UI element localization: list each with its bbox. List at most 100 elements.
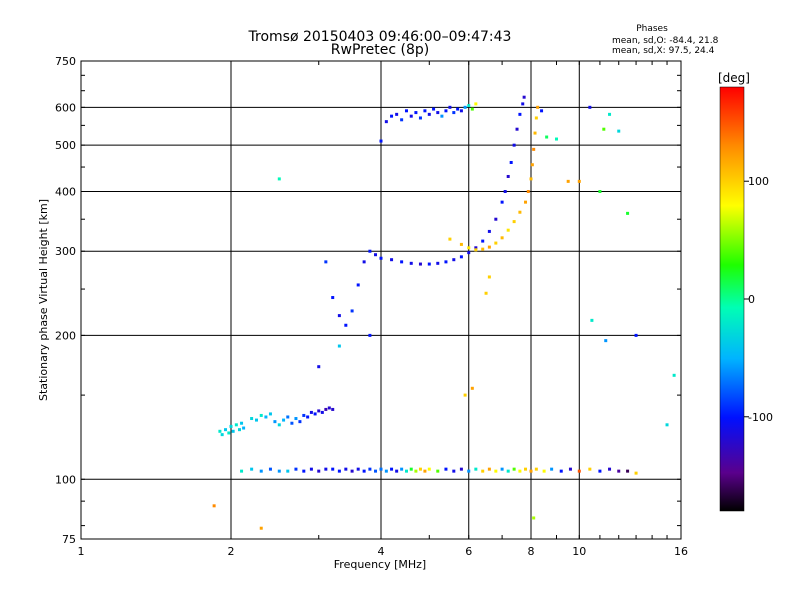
data-point xyxy=(302,413,306,417)
colorbar: [deg] 100 0 -100 xyxy=(718,71,773,512)
data-point xyxy=(317,409,321,413)
data-point xyxy=(317,469,321,473)
data-point xyxy=(294,467,298,471)
data-point xyxy=(598,189,602,193)
data-point xyxy=(608,467,612,471)
data-point xyxy=(427,262,431,266)
data-point xyxy=(395,469,399,473)
data-point xyxy=(379,467,383,471)
data-point xyxy=(634,471,638,475)
data-point xyxy=(532,516,536,520)
data-point xyxy=(432,107,436,111)
data-point xyxy=(494,217,498,221)
data-point xyxy=(356,283,360,287)
data-point xyxy=(470,107,474,111)
data-point xyxy=(484,291,488,295)
data-point xyxy=(626,469,630,473)
data-point xyxy=(524,200,528,204)
colorbar-tick-label: 100 xyxy=(748,175,769,188)
data-point xyxy=(590,318,594,322)
data-point xyxy=(481,469,485,473)
data-point xyxy=(665,423,669,427)
data-point xyxy=(494,469,498,473)
data-point xyxy=(512,467,516,471)
data-point xyxy=(568,467,572,471)
data-point xyxy=(487,467,491,471)
y-tick-label: 400 xyxy=(55,185,76,198)
data-point xyxy=(448,237,452,241)
data-point xyxy=(522,95,526,99)
data-point xyxy=(608,112,612,116)
data-point xyxy=(598,469,602,473)
grid-lines xyxy=(81,61,681,539)
data-point xyxy=(254,418,258,422)
data-point xyxy=(566,179,570,183)
data-point xyxy=(487,229,491,233)
data-point xyxy=(672,373,676,377)
phases-x-stats: mean, sd,X: 97.5, 24.4 xyxy=(612,46,715,56)
data-point xyxy=(506,469,510,473)
data-point xyxy=(506,228,510,232)
data-point xyxy=(487,275,491,279)
data-point xyxy=(404,109,408,113)
data-point xyxy=(344,323,348,327)
data-point xyxy=(409,467,413,471)
data-point xyxy=(259,413,263,417)
data-point xyxy=(400,118,404,122)
data-point xyxy=(427,112,431,116)
colorbar-ticks: 100 0 -100 xyxy=(744,175,773,424)
data-point xyxy=(524,467,528,471)
data-point xyxy=(302,469,306,473)
data-point xyxy=(224,428,228,432)
data-point xyxy=(277,177,281,181)
data-point xyxy=(331,407,335,411)
data-point xyxy=(418,467,422,471)
data-point xyxy=(529,469,533,473)
data-point xyxy=(212,504,216,508)
data-point xyxy=(337,314,341,318)
data-point xyxy=(418,262,422,266)
data-point xyxy=(577,469,581,473)
x-tick-label: 10 xyxy=(572,545,586,558)
data-point xyxy=(414,469,418,473)
data-point xyxy=(240,469,244,473)
data-point xyxy=(227,431,231,435)
data-point xyxy=(414,111,418,115)
colorbar-unit-label: [deg] xyxy=(718,71,750,85)
data-point xyxy=(337,469,341,473)
data-point xyxy=(494,241,498,245)
data-point xyxy=(282,418,286,422)
data-point xyxy=(324,407,328,411)
data-point xyxy=(588,105,592,109)
data-point xyxy=(444,109,448,113)
data-point xyxy=(231,429,235,433)
x-axis-label: Frequency [MHz] xyxy=(334,558,426,571)
data-point xyxy=(277,469,281,473)
y-tick-label: 100 xyxy=(55,473,76,486)
data-point xyxy=(444,467,448,471)
data-point xyxy=(634,333,638,337)
data-point xyxy=(448,105,452,109)
colorbar-tick-label: -100 xyxy=(748,411,773,424)
data-point xyxy=(515,127,519,131)
data-point xyxy=(474,248,478,252)
data-point xyxy=(503,189,507,193)
data-point xyxy=(526,189,530,193)
data-point xyxy=(481,247,485,251)
x-tick-label: 4 xyxy=(378,545,385,558)
data-point xyxy=(529,177,533,181)
data-point xyxy=(521,102,525,106)
y-axis: 75 100 200 300 400 500 600 750 xyxy=(55,55,681,546)
data-point xyxy=(533,131,537,135)
data-point xyxy=(268,412,272,416)
data-point xyxy=(500,236,504,240)
data-point xyxy=(384,120,388,124)
data-point xyxy=(436,469,440,473)
data-point xyxy=(337,344,341,348)
x-tick-label: 2 xyxy=(228,545,235,558)
data-point xyxy=(384,469,388,473)
data-point xyxy=(404,469,408,473)
data-point xyxy=(542,469,546,473)
data-point xyxy=(344,467,348,471)
